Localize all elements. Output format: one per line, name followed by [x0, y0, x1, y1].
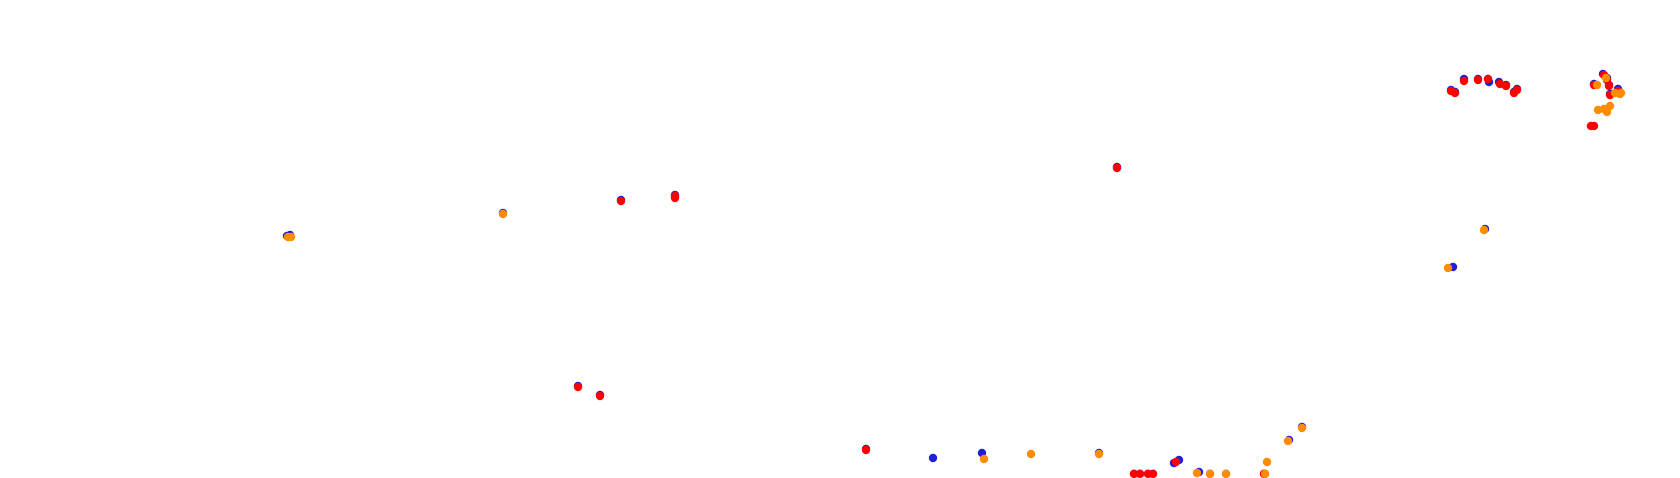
scatter-point-s2-18: [1026, 449, 1036, 459]
scatter-point-s2-1: [1205, 469, 1215, 478]
scatter-point-s2-2: [1221, 469, 1231, 478]
scatter-point-s1-9: [1459, 76, 1469, 86]
scatter-point-s2-17: [979, 454, 989, 464]
scatter-point-s1-26: [1112, 163, 1122, 173]
scatter-point-s1-23: [1589, 121, 1599, 131]
scatter-point-s1-2: [1135, 469, 1145, 478]
scatter-point-s2-4: [1262, 457, 1272, 467]
scatter-marks: [282, 69, 1626, 478]
scatter-point-s1-24: [573, 382, 583, 392]
scatter-point-s1-25: [595, 391, 605, 401]
scatter-point-s2-5: [1283, 436, 1293, 446]
scatter-point-s2-22: [1592, 80, 1602, 90]
scatter-point-s1-10: [1473, 75, 1483, 85]
scatter-point-s2-6: [1297, 423, 1307, 433]
scatter-point-s2-23: [1601, 73, 1611, 83]
scatter-point-s2-19: [1094, 449, 1104, 459]
scatter-point-s1-29: [670, 191, 680, 201]
scatter-point-s0-35: [928, 453, 938, 463]
scatter-point-s1-8: [1450, 88, 1460, 98]
scatter-point-s2-12: [1443, 263, 1453, 273]
scatter-point-s2-16: [498, 209, 508, 219]
scatter-point-s1-5: [1171, 457, 1181, 467]
scatter-point-s2-13: [1479, 225, 1489, 235]
scatter-point-s1-19: [1604, 81, 1614, 91]
scatter-point-s2-20: [1599, 104, 1609, 114]
scatter-point-s1-0: [861, 445, 871, 455]
scatter-point-s1-27: [616, 196, 626, 206]
scatter-point-s1-4: [1148, 469, 1158, 478]
scatter-point-s2-3: [1260, 469, 1270, 478]
scatter-point-s2-0: [1192, 468, 1202, 478]
scatter-point-s1-1: [1129, 469, 1139, 478]
scatter-point-s1-15: [1512, 85, 1522, 95]
scatter-point-s1-11: [1483, 74, 1493, 84]
scatter-point-s2-15: [286, 232, 296, 242]
scatter-point-s1-13: [1501, 81, 1511, 91]
scatter-point-s2-21: [1615, 89, 1625, 99]
